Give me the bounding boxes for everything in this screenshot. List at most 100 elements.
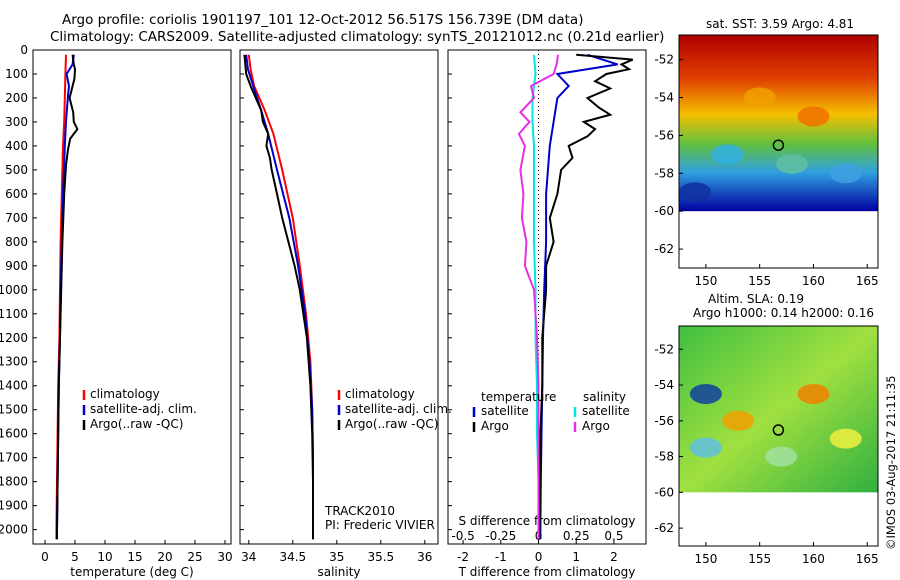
map-y-tick-label: -60 [654,204,674,218]
y-tick-label: 0 [20,43,28,57]
map-x-tick-label: 155 [748,274,771,288]
temperature-plot-frame [32,49,232,545]
salinity-line-2 [245,54,314,540]
map-blob [711,144,744,165]
map-x-tick-label: 165 [856,274,879,288]
map-x-tick-label: 160 [802,552,825,566]
y-tick-label: 600 [5,187,28,201]
sst-map-frame [678,34,879,269]
map-y-tick-label: -58 [654,450,674,464]
sla-map-frame [678,325,879,547]
difference-line-1 [539,53,619,540]
sst-map-profile-marker [772,139,785,151]
x-axis-label: T difference from climatology [458,565,636,579]
y-tick-label: 1500 [0,403,28,417]
y-tick-label: 1300 [0,355,28,369]
difference-line-2 [538,53,634,540]
x-tick-label: 5 [71,550,79,564]
legend-label: satellite-adj. clim. [345,402,452,416]
legend-label: Argo [582,419,610,433]
map-y-tick-label: -62 [654,521,674,535]
sla-map-field [679,326,878,493]
difference-line-4 [517,54,560,540]
map-y-tick-label: -56 [654,414,674,428]
map-x-tick-label: 160 [802,274,825,288]
y-tick-label: 1700 [0,451,28,465]
map-blob [679,182,712,203]
pi-label: PI: Frederic VIVIER [325,518,435,532]
map-blob [689,383,722,404]
map-blob [829,163,862,184]
legend-label: Argo(..raw -QC) [90,417,183,431]
imos-timestamp: ©IMOS 03-Aug-2017 21:11:35 [884,375,898,550]
track-label: TRACK2010 [325,504,395,518]
map-y-tick-label: -54 [654,378,674,392]
legend-label: climatology [345,387,415,401]
y-tick-label: 1900 [0,499,28,513]
y-tick-label: 900 [5,259,28,273]
map-y-tick-label: -62 [654,242,674,256]
temperature-line-2 [56,54,75,540]
difference-plot-frame [447,49,647,545]
sla-map-title-line2: Argo h1000: 0.14 h2000: 0.16 [693,306,874,320]
legend-label: satellite [481,404,529,418]
x2-tick-label: -0.25 [485,529,516,543]
y-tick-label: 500 [5,163,28,177]
y-tick-label: 2000 [0,523,28,537]
y-tick-label: 1100 [0,307,28,321]
x-tick-label: 0 [41,550,49,564]
map-blob [797,383,830,404]
x-tick-label: -2 [457,550,469,564]
x-tick-label: 30 [217,550,232,564]
x-tick-label: 20 [157,550,172,564]
y-tick-label: 100 [5,67,28,81]
y-tick-label: 1000 [0,283,28,297]
map-x-tick-label: 150 [694,274,717,288]
x-tick-label: 36 [417,550,432,564]
x2-tick-label: -0.5 [451,529,474,543]
map-blob [722,410,755,431]
sst-map-field [679,35,878,212]
x-tick-label: 35 [329,550,344,564]
map-x-tick-label: 155 [748,552,771,566]
page-title-line1: Argo profile: coriolis 1901197_101 12-Oc… [62,12,584,28]
sla-map-profile-marker [772,424,785,436]
map-y-tick-label: -52 [654,342,674,356]
sla-map-title-line1: Altim. SLA: 0.19 [708,292,805,306]
map-x-tick-label: 165 [856,552,879,566]
map-y-tick-label: -58 [654,166,674,180]
y-tick-label: 1600 [0,427,28,441]
x2-tick-label: 0.25 [563,529,590,543]
y-tick-label: 400 [5,139,28,153]
x-tick-label: 1 [572,550,580,564]
y-tick-label: 200 [5,91,28,105]
page-title-line2: Climatology: CARS2009. Satellite-adjuste… [50,29,665,45]
y-tick-label: 1800 [0,475,28,489]
map-blob [775,153,808,174]
map-blob [797,106,830,127]
legend-label: satellite [582,404,630,418]
y-tick-label: 1200 [0,331,28,345]
x-tick-label: 35.5 [367,550,394,564]
map-blob [743,87,776,108]
y-tick-label: 1400 [0,379,28,393]
legend-header: salinity [583,390,626,404]
temperature-line-3 [56,54,79,540]
map-x-tick-label: 150 [694,552,717,566]
x-tick-label: 34 [241,550,256,564]
x2-axis-label: S difference from climatology [459,514,636,528]
map-y-tick-label: -52 [654,53,674,67]
x-tick-label: 15 [127,550,142,564]
x-tick-label: -1 [495,550,507,564]
x-tick-label: 25 [187,550,202,564]
y-tick-label: 800 [5,235,28,249]
map-y-tick-label: -56 [654,128,674,142]
legend-header: temperature [481,390,556,404]
x2-tick-label: 0.5 [604,529,623,543]
legend-label: satellite-adj. clim. [90,402,197,416]
map-y-tick-label: -54 [654,91,674,105]
sst-map-title: sat. SST: 3.59 Argo: 4.81 [706,17,855,31]
map-blob [765,446,798,467]
x-axis-label: salinity [317,565,360,579]
